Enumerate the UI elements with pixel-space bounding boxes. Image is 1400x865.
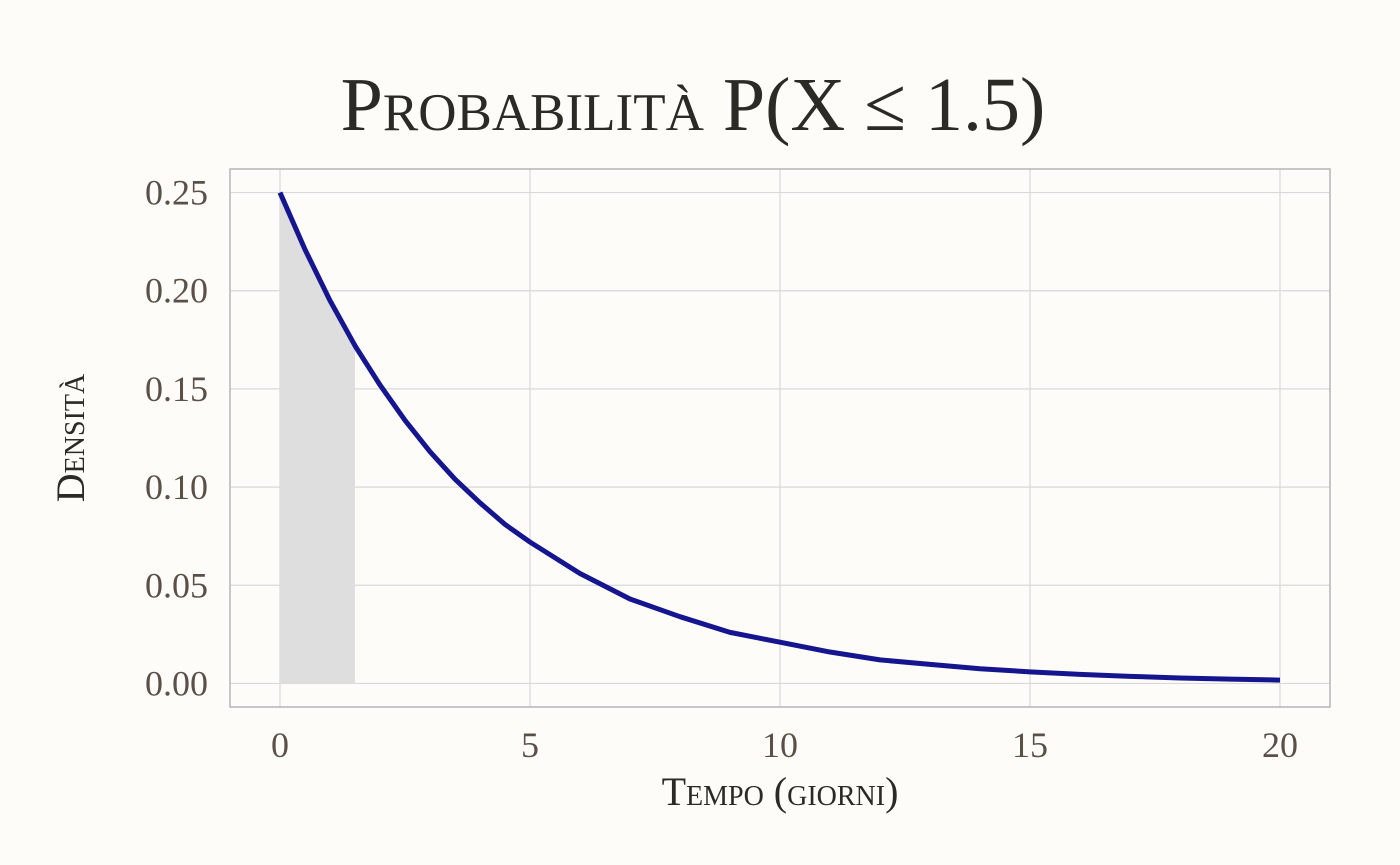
line-layer	[277, 191, 1281, 683]
y-tick-label-0: 0.00	[145, 663, 208, 703]
grid-lines	[230, 169, 1330, 707]
y-axis-title: Densità	[48, 373, 93, 502]
x-tick-label-1: 5	[521, 725, 539, 765]
x-tick-label-0: 0	[271, 725, 289, 765]
y-tick-labels: 0.00 0.05 0.10 0.15 0.20 0.25	[145, 173, 208, 704]
shaded-probability-area	[280, 192, 355, 684]
x-axis-title: Tempo (giorni)	[662, 769, 899, 814]
y-tick-label-3: 0.15	[145, 369, 208, 409]
x-tick-label-2: 10	[762, 725, 798, 765]
x-tick-label-4: 20	[1262, 725, 1298, 765]
y-tick-label-2: 0.10	[145, 467, 208, 507]
y-tick-label-1: 0.05	[145, 565, 208, 605]
x-tick-label-3: 15	[1012, 725, 1048, 765]
x-tick-labels: 0 5 10 15 20	[271, 725, 1298, 765]
y-tick-label-4: 0.20	[145, 271, 208, 311]
y-tick-label-5: 0.25	[145, 173, 208, 213]
density-curve	[277, 191, 1281, 683]
plot-frame	[229, 168, 1331, 708]
chart-title: Probabilità P(X ≤ 1.5)	[341, 63, 1046, 147]
shaded-area-layer	[280, 192, 355, 684]
